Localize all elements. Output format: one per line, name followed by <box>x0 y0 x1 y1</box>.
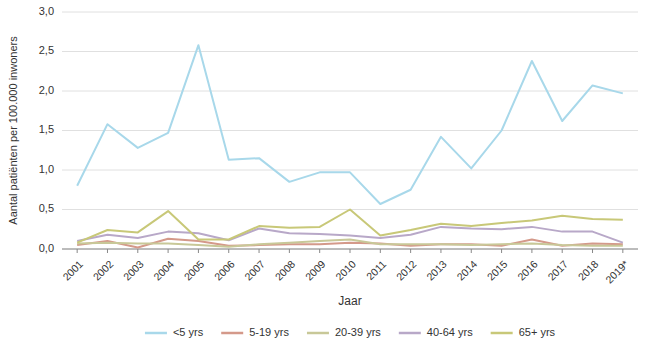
x-tick <box>168 249 169 253</box>
legend-swatch <box>221 332 243 335</box>
x-tick <box>501 249 502 253</box>
series-line <box>77 45 623 204</box>
x-tick-label: 2014 <box>454 258 479 283</box>
legend-item: 40-64 yrs <box>399 326 473 338</box>
legend-swatch <box>399 332 421 335</box>
x-tick-label: 2017 <box>545 258 570 283</box>
x-tick-label: 2010 <box>333 258 358 283</box>
x-tick <box>622 249 623 253</box>
x-tick-label: 2019* <box>603 258 631 286</box>
y-tick-label: 0,0 <box>39 242 54 254</box>
chart-svg: 0,00,51,01,52,02,53,02001200220032004200… <box>0 0 652 347</box>
x-tick <box>289 249 290 253</box>
legend-item: <5 yrs <box>145 326 204 338</box>
x-tick <box>198 249 199 253</box>
legend-item: 65+ yrs <box>491 326 556 338</box>
grid-line <box>62 12 638 13</box>
y-axis: 0,0 0,5 1,0 1,5 2,0 2,5 3,0 <box>39 5 638 254</box>
x-tick <box>562 249 563 253</box>
series-line <box>77 240 623 247</box>
x-tick-label: 2011 <box>364 258 389 283</box>
y-tick-label: 1,5 <box>39 123 54 135</box>
x-axis-label: Jaar <box>338 294 361 308</box>
x-tick-label: 2012 <box>394 258 419 283</box>
x-tick <box>137 249 138 253</box>
x-tick-label: 2004 <box>151 258 176 283</box>
x-tick-label: 2016 <box>515 258 540 283</box>
legend-label: 5-19 yrs <box>249 326 289 338</box>
legend-label: 20-39 yrs <box>335 326 381 338</box>
x-tick <box>471 249 472 253</box>
x-tick <box>107 249 108 253</box>
series-line <box>77 210 623 243</box>
y-tick-label: 2,0 <box>39 84 54 96</box>
legend-label: <5 yrs <box>173 326 204 338</box>
y-tick-label: 1,0 <box>39 163 54 175</box>
x-tick-label: 2001 <box>60 258 85 283</box>
legend-label: 65+ yrs <box>519 326 556 338</box>
series-line <box>77 227 623 243</box>
legend-swatch <box>307 332 329 335</box>
x-tick <box>259 249 260 253</box>
legend-swatch <box>491 332 513 335</box>
y-axis-label: Aantal patiënten per 100.000 inwoners <box>7 36 19 225</box>
x-tick <box>410 249 411 253</box>
legend-item: 5-19 yrs <box>221 326 289 338</box>
x-tick <box>440 249 441 253</box>
legend-item: 20-39 yrs <box>307 326 381 338</box>
y-tick-label: 3,0 <box>39 5 54 17</box>
x-axis: 2001200220032004200520062007200820092010… <box>60 249 638 286</box>
legend-label: 40-64 yrs <box>427 326 473 338</box>
grid-line <box>62 130 638 131</box>
grid-line <box>62 51 638 52</box>
grid-line <box>62 91 638 92</box>
x-tick <box>350 249 351 253</box>
chart-container: 0,00,51,01,52,02,53,02001200220032004200… <box>0 0 652 347</box>
x-tick-label: 2008 <box>272 258 297 283</box>
x-tick-label: 2013 <box>424 258 449 283</box>
x-tick <box>531 249 532 253</box>
x-tick <box>592 249 593 253</box>
x-tick <box>228 249 229 253</box>
legend-swatch <box>145 332 167 335</box>
x-tick <box>319 249 320 253</box>
x-tick-label: 2018 <box>575 258 600 283</box>
series-lines <box>77 45 623 247</box>
x-tick-label: 2003 <box>121 258 146 283</box>
x-tick-label: 2015 <box>485 258 510 283</box>
grid-line <box>62 170 638 171</box>
y-tick-label: 0,5 <box>39 202 54 214</box>
x-tick <box>380 249 381 253</box>
y-tick-label: 2,5 <box>39 44 54 56</box>
x-tick-label: 2005 <box>181 258 206 283</box>
x-tick-label: 2009 <box>303 258 328 283</box>
x-tick-label: 2006 <box>212 258 237 283</box>
x-tick-label: 2002 <box>90 258 115 283</box>
legend: <5 yrs 5-19 yrs 20-39 yrs 40-64 yrs 65+ yrs <box>145 326 556 338</box>
x-tick-label: 2007 <box>242 258 267 283</box>
series-line <box>77 239 623 248</box>
x-tick <box>77 249 78 253</box>
